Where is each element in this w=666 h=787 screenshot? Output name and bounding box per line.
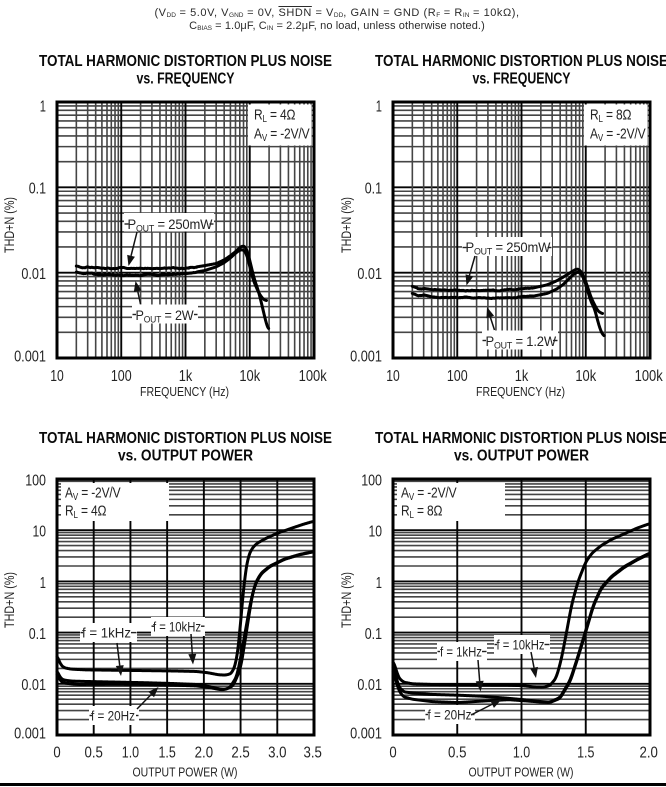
svg-text:1.5: 1.5 [577, 745, 594, 762]
svg-text:1.0: 1.0 [513, 745, 530, 762]
svg-text:0.01: 0.01 [21, 677, 46, 694]
svg-text:FREQUENCY (Hz): FREQUENCY (Hz) [476, 385, 565, 399]
svg-text:100k: 100k [299, 368, 328, 385]
svg-text:1: 1 [376, 98, 382, 115]
svg-text:10: 10 [50, 368, 64, 385]
svg-text:OUTPUT POWER (W): OUTPUT POWER (W) [469, 766, 574, 780]
svg-text:POUT​ = 1.2W: POUT​ = 1.2W [486, 334, 557, 351]
svg-text:0.01: 0.01 [357, 677, 382, 694]
svg-text:AV​ = -2V/V: AV​ = -2V/V [590, 125, 646, 143]
svg-text:3.5: 3.5 [304, 745, 322, 762]
svg-text:0.01: 0.01 [21, 266, 46, 283]
svg-text:10k: 10k [575, 368, 597, 385]
svg-text:1: 1 [40, 575, 46, 592]
svg-text:AV​ = -2V/V: AV​ = -2V/V [65, 484, 121, 502]
svg-text:1.0: 1.0 [122, 745, 139, 762]
svg-text:TOTAL HARMONIC DISTORTION PLUS: TOTAL HARMONIC DISTORTION PLUS NOISE [39, 430, 332, 447]
svg-text:100: 100 [361, 472, 382, 489]
svg-text:RL​ = 4Ω: RL​ = 4Ω [254, 106, 295, 124]
svg-text:FREQUENCY (Hz): FREQUENCY (Hz) [140, 385, 229, 399]
svg-text:f = 1kHz: f = 1kHz [440, 644, 482, 660]
svg-text:0: 0 [389, 745, 396, 762]
svg-text:vs. OUTPUT POWER: vs. OUTPUT POWER [118, 448, 253, 465]
svg-text:vs. OUTPUT POWER: vs. OUTPUT POWER [454, 448, 589, 465]
svg-text:10: 10 [369, 524, 383, 541]
svg-text:TOTAL HARMONIC DISTORTION PLUS: TOTAL HARMONIC DISTORTION PLUS NOISE [39, 53, 332, 70]
svg-text:f = 20Hz: f = 20Hz [91, 708, 135, 724]
svg-text:TOTAL HARMONIC DISTORTION PLUS: TOTAL HARMONIC DISTORTION PLUS NOISE [375, 53, 666, 70]
svg-text:POUT​ = 2W: POUT​ = 2W [136, 307, 195, 324]
svg-text:f = 10kHz: f = 10kHz [153, 619, 201, 635]
svg-text:vs. FREQUENCY: vs. FREQUENCY [137, 71, 235, 88]
svg-text:THD+N (%): THD+N (%) [1, 572, 17, 628]
svg-text:AV​ = -2V/V: AV​ = -2V/V [401, 484, 457, 502]
svg-text:100: 100 [447, 368, 468, 385]
svg-text:0.1: 0.1 [29, 181, 46, 198]
svg-text:0.1: 0.1 [29, 626, 46, 643]
svg-text:0.001: 0.001 [14, 725, 46, 742]
svg-text:OUTPUT POWER (W): OUTPUT POWER (W) [133, 766, 238, 780]
svg-text:2.5: 2.5 [231, 745, 249, 762]
svg-text:100: 100 [25, 472, 46, 489]
svg-text:1: 1 [376, 575, 382, 592]
svg-text:POUT​ = 250mW: POUT​ = 250mW [128, 217, 213, 234]
svg-text:0.1: 0.1 [365, 626, 382, 643]
svg-text:0.001: 0.001 [14, 348, 46, 365]
svg-text:0.5: 0.5 [85, 745, 103, 762]
svg-text:RL​ = 8Ω: RL​ = 8Ω [590, 106, 631, 124]
svg-text:POUT​ = 250mW: POUT​ = 250mW [466, 240, 551, 257]
svg-text:RL​ = 8Ω: RL​ = 8Ω [401, 502, 442, 520]
svg-text:10: 10 [33, 524, 47, 541]
svg-text:10k: 10k [239, 368, 261, 385]
svg-text:1k: 1k [179, 368, 193, 385]
svg-text:THD+N (%): THD+N (%) [338, 197, 354, 253]
svg-text:0.001: 0.001 [350, 348, 382, 365]
svg-text:3.0: 3.0 [268, 745, 286, 762]
svg-text:AV​ = -2V/V: AV​ = -2V/V [254, 125, 310, 143]
svg-text:1: 1 [40, 98, 46, 115]
svg-text:100: 100 [111, 368, 132, 385]
svg-text:THD+N (%): THD+N (%) [338, 572, 354, 628]
svg-text:0.001: 0.001 [350, 725, 382, 742]
svg-text:RL​ = 4Ω: RL​ = 4Ω [65, 502, 106, 520]
svg-text:0.1: 0.1 [365, 181, 382, 198]
svg-text:100k: 100k [635, 368, 664, 385]
svg-text:f = 1kHz: f = 1kHz [82, 625, 131, 641]
svg-text:2.0: 2.0 [195, 745, 213, 762]
svg-text:THD+N (%): THD+N (%) [1, 197, 17, 253]
svg-text:0.01: 0.01 [357, 266, 382, 283]
svg-text:1.5: 1.5 [158, 745, 175, 762]
svg-text:f = 20Hz: f = 20Hz [428, 707, 472, 723]
svg-text:10: 10 [386, 368, 400, 385]
svg-text:vs. FREQUENCY: vs. FREQUENCY [473, 71, 571, 88]
svg-text:0.5: 0.5 [448, 745, 466, 762]
svg-text:1k: 1k [515, 368, 529, 385]
svg-text:TOTAL HARMONIC DISTORTION PLUS: TOTAL HARMONIC DISTORTION PLUS NOISE [375, 430, 666, 447]
svg-text:f = 10kHz: f = 10kHz [497, 637, 545, 653]
svg-text:0: 0 [53, 745, 60, 762]
svg-text:2.0: 2.0 [640, 745, 658, 762]
